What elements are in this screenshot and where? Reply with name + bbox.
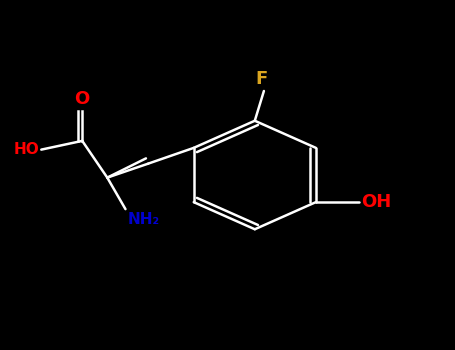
Text: OH: OH [361, 193, 392, 211]
Text: NH₂: NH₂ [128, 212, 160, 227]
Text: O: O [75, 90, 90, 108]
Text: HO: HO [13, 142, 39, 157]
Text: F: F [256, 70, 268, 88]
